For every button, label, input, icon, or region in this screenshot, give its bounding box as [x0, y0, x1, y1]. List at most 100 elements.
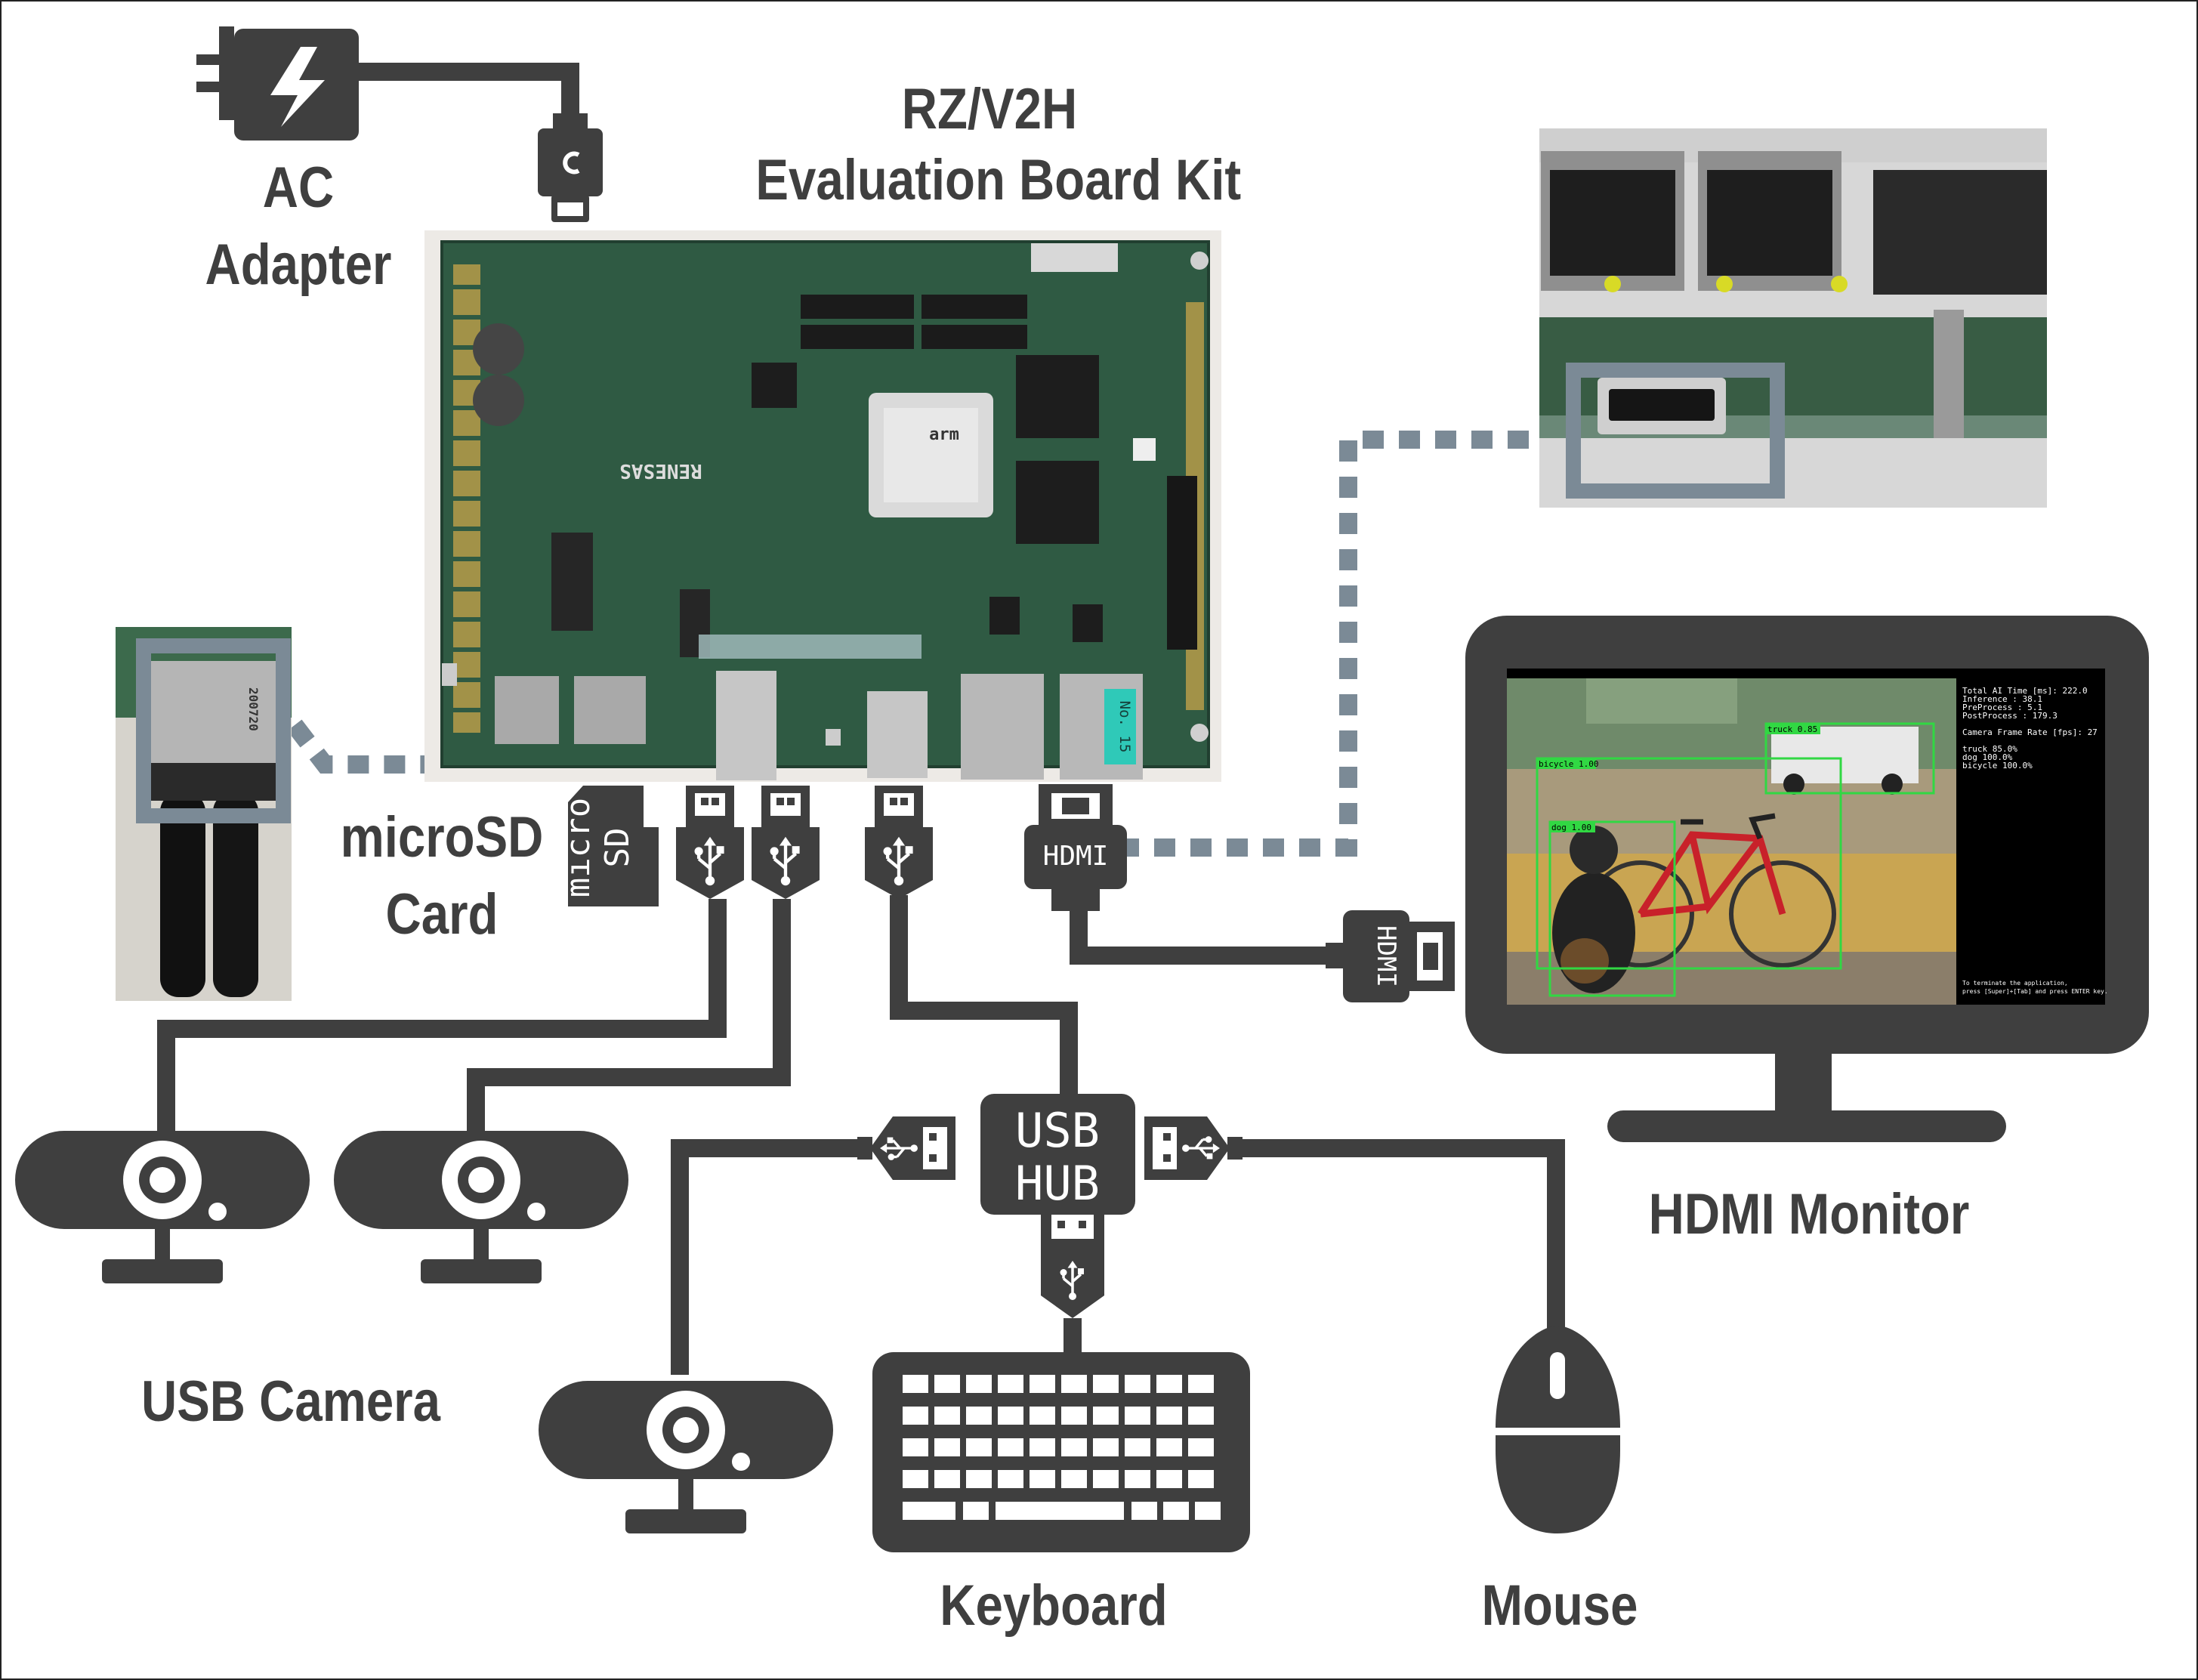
vendor-silkscreen: RENESAS — [619, 459, 702, 482]
keyboard-key — [966, 1438, 992, 1456]
microsd-label: microSD Card — [338, 799, 545, 953]
keyboard-key — [903, 1502, 955, 1520]
stats-line: PreProcess : 5.1 — [1962, 703, 2042, 712]
keyboard-key — [1156, 1407, 1182, 1425]
usb-stamp: 200720 — [246, 687, 261, 731]
keyboard-key — [1093, 1470, 1119, 1488]
footer-line: press [Super]+[Tab] and press ENTER key. — [1962, 988, 2108, 995]
board-usb-port — [716, 671, 776, 780]
keyboard-key — [1093, 1407, 1119, 1425]
power-cable — [321, 63, 579, 121]
keyboard-key — [1188, 1470, 1214, 1488]
stats-line: Total AI Time [ms]: 222.0 — [1962, 686, 2088, 696]
keyboard-key — [1163, 1502, 1189, 1520]
monitor-screen: truck 0.85 bicycle 1.00 dog 1.00 Total A… — [1507, 669, 2108, 1005]
ac-adapter-label: AC Adapter — [194, 150, 402, 304]
serial-tag: No. 15 — [1116, 701, 1133, 753]
keyboard-key — [966, 1375, 992, 1393]
sd-slot — [495, 676, 559, 744]
detection-label: truck 0.85 — [1767, 724, 1817, 734]
keyboard-key — [998, 1470, 1023, 1488]
keyboard-key — [903, 1407, 928, 1425]
keyboard-key — [1030, 1407, 1055, 1425]
hdmi-plug-icon: HDMI — [1024, 784, 1127, 911]
usb-plug-icon — [752, 786, 820, 899]
keyboard-key — [934, 1407, 960, 1425]
stats-line: truck 85.0% — [1962, 744, 2017, 754]
keyboard-key — [966, 1470, 992, 1488]
keyboard-key — [1125, 1407, 1150, 1425]
usb-c-plug-icon — [538, 113, 603, 222]
microsd-label-line2: Card — [385, 882, 499, 947]
stats-line: bicycle 100.0% — [1962, 761, 2033, 771]
hdmi-monitor-icon: truck 0.85 bicycle 1.00 dog 1.00 Total A… — [1465, 616, 2149, 1142]
usb-hub-text-1: USB — [1015, 1103, 1100, 1158]
mouse-cable — [1239, 1139, 1565, 1329]
footer-line: To terminate the application, — [1962, 980, 2068, 987]
hdmi-monitor-label: HDMI Monitor — [1648, 1182, 1970, 1246]
camera2-cable — [467, 899, 791, 1133]
mouse-label: Mouse — [1481, 1573, 1638, 1638]
keyboard-key — [1030, 1438, 1055, 1456]
keyboard-key — [1093, 1438, 1119, 1456]
keyboard-key — [966, 1407, 992, 1425]
usb-plug-icon — [865, 786, 933, 899]
hdmi-plug-text: HDMI — [1371, 925, 1401, 987]
usb-hub-text-2: HUB — [1015, 1156, 1100, 1211]
keyboard-icon — [872, 1352, 1250, 1552]
usb-port-inset-photo: 200720 — [116, 627, 292, 1001]
hdmi-port-text: HDMI — [1043, 841, 1109, 872]
keyboard-key — [1061, 1438, 1087, 1456]
capacitor-icon — [473, 323, 524, 375]
keyboard-key — [934, 1470, 960, 1488]
stats-line: PostProcess : 179.3 — [1962, 711, 2058, 721]
ac-adapter-label-line2: Adapter — [205, 233, 392, 297]
keyboard-key — [1061, 1407, 1087, 1425]
microsd-label-line1: microSD — [340, 805, 544, 869]
cables — [157, 63, 1565, 1375]
keyboard-label: Keyboard — [940, 1573, 1168, 1638]
usb-plug-icon — [676, 786, 744, 899]
keyboard-key — [998, 1407, 1023, 1425]
board-title-line2: Evaluation Board Kit — [755, 148, 1242, 212]
detection-label: dog 1.00 — [1551, 823, 1591, 832]
keyboard-key — [996, 1502, 1124, 1520]
hdmi-plug-icon: HDMI — [1326, 910, 1455, 1002]
detection-box-bicycle — [1536, 757, 1842, 970]
board-title-line1: RZ/V2H — [901, 77, 1078, 141]
hdmi-dotted-connector — [1118, 431, 1567, 857]
keyboard-key — [963, 1502, 989, 1520]
keyboard-key — [1188, 1407, 1214, 1425]
keyboard-key — [903, 1470, 928, 1488]
keyboard-key — [1188, 1438, 1214, 1456]
board-title: RZ/V2H Evaluation Board Kit — [755, 74, 1242, 216]
keyboard-key — [998, 1438, 1023, 1456]
keyboard-key — [903, 1438, 928, 1456]
ac-adapter-icon — [196, 26, 359, 141]
camera3-cable — [671, 1139, 869, 1375]
hdmi-cable — [1070, 906, 1333, 965]
keyboard-key — [1061, 1470, 1087, 1488]
usb-camera-label: USB Camera — [141, 1370, 440, 1434]
webcam-icon — [539, 1381, 833, 1533]
keyboard-key — [1030, 1470, 1055, 1488]
camera1-cable — [157, 899, 727, 1133]
keyboard-key — [1131, 1502, 1157, 1520]
webcam-icon — [334, 1131, 628, 1283]
keyboard-key — [1030, 1375, 1055, 1393]
keyboard-key — [1195, 1502, 1221, 1520]
mouse-icon — [1496, 1326, 1620, 1533]
webcam-icon — [15, 1131, 310, 1283]
keyboard-key — [1156, 1375, 1182, 1393]
usb-port-highlight — [136, 638, 291, 823]
keyboard-key — [1125, 1438, 1150, 1456]
keyboard-key — [903, 1375, 928, 1393]
chip-brand: arm — [929, 425, 959, 444]
keyboard-key — [1156, 1438, 1182, 1456]
stats-line: Camera Frame Rate [fps]: 27 — [1962, 727, 2098, 737]
hdmi-port-inset-photo — [1539, 128, 2047, 508]
